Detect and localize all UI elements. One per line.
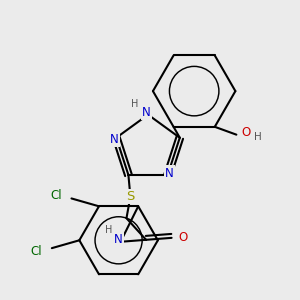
Text: Cl: Cl xyxy=(50,189,61,202)
Text: S: S xyxy=(126,190,135,203)
Text: O: O xyxy=(242,126,251,139)
Text: H: H xyxy=(130,99,138,109)
Text: N: N xyxy=(142,106,150,119)
Text: O: O xyxy=(179,231,188,244)
Text: H: H xyxy=(105,225,112,235)
Text: N: N xyxy=(114,233,123,246)
Text: N: N xyxy=(165,167,174,180)
Text: N: N xyxy=(110,133,119,146)
Text: H: H xyxy=(254,132,262,142)
Text: Cl: Cl xyxy=(30,244,42,258)
